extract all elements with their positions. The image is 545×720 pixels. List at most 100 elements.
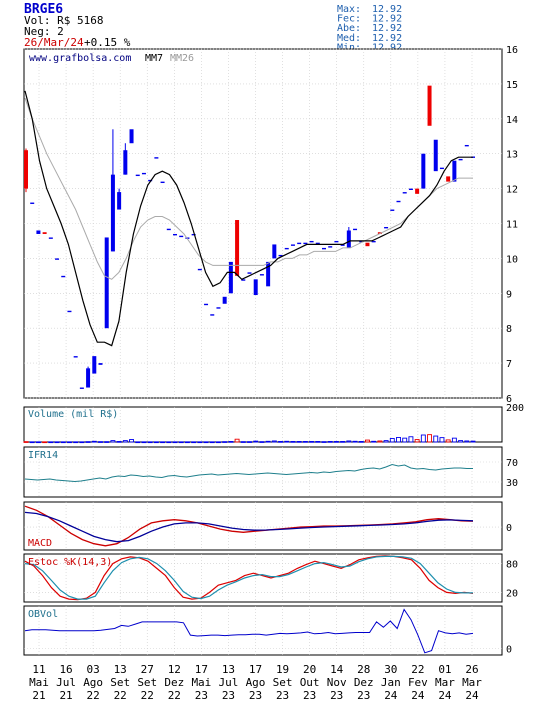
stat-value: 12.92 bbox=[372, 4, 402, 15]
volume-bar bbox=[309, 441, 315, 443]
x-tick-year: 22 bbox=[87, 689, 100, 702]
candle bbox=[439, 167, 444, 170]
price-tick-label: 8 bbox=[506, 324, 512, 335]
volume-bar bbox=[365, 439, 370, 443]
price-tick-label: 14 bbox=[506, 115, 518, 126]
candle bbox=[235, 220, 240, 276]
candle bbox=[123, 150, 128, 175]
x-tick-day: 03 bbox=[87, 663, 100, 676]
stat-label: Abe: bbox=[337, 23, 361, 34]
volume-bar bbox=[271, 440, 277, 443]
candle bbox=[98, 363, 103, 365]
obv-title: OBVol bbox=[28, 609, 58, 620]
volume-bar bbox=[470, 440, 476, 443]
volume-bar bbox=[35, 441, 41, 444]
x-tick-year: 22 bbox=[168, 689, 181, 702]
volume-bar bbox=[408, 436, 414, 443]
volume-bar bbox=[216, 441, 221, 444]
candle bbox=[315, 242, 320, 245]
candle bbox=[359, 240, 364, 243]
price-tick-label: 16 bbox=[506, 45, 518, 56]
x-tick-year: 23 bbox=[249, 689, 262, 702]
mm26-line bbox=[24, 97, 473, 280]
price-panel bbox=[23, 48, 503, 399]
mm7-line bbox=[24, 90, 473, 347]
volume-bar bbox=[67, 441, 72, 444]
x-tick-year: 21 bbox=[59, 689, 72, 702]
volume-bar bbox=[166, 441, 172, 444]
ticker-title: BRGE6 bbox=[24, 2, 63, 17]
candle bbox=[253, 279, 258, 296]
price-tick-label: 10 bbox=[506, 254, 518, 265]
candle bbox=[222, 296, 227, 304]
candle bbox=[141, 172, 146, 175]
volume-bar bbox=[427, 434, 432, 443]
x-tick-month: Jul bbox=[219, 676, 239, 689]
x-tick-year: 24 bbox=[384, 689, 398, 702]
x-tick-month: Mai bbox=[29, 676, 49, 689]
volume-bar bbox=[340, 441, 346, 443]
volume-bar bbox=[414, 439, 420, 443]
stoch-tick-label: 20 bbox=[506, 588, 518, 599]
volume-bar bbox=[23, 441, 29, 443]
stat-value: 12.92 bbox=[372, 23, 402, 34]
volume-bar bbox=[191, 441, 197, 444]
volume-bar bbox=[402, 437, 408, 443]
candle bbox=[421, 153, 426, 189]
x-tick-day: 14 bbox=[330, 663, 344, 676]
price-tick-label: 7 bbox=[506, 359, 512, 370]
volume-bar bbox=[346, 440, 352, 443]
x-tick-month: Fev bbox=[408, 676, 428, 689]
x-tick-year: 23 bbox=[357, 689, 370, 702]
candle bbox=[396, 200, 401, 203]
candle bbox=[464, 144, 469, 147]
volume-bar bbox=[79, 441, 85, 444]
volume-bar bbox=[284, 440, 290, 443]
candle bbox=[433, 139, 438, 172]
x-tick-day: 17 bbox=[195, 663, 208, 676]
ifr-tick-label: 70 bbox=[506, 458, 518, 469]
stoch-title: Estoc %K(14,3) bbox=[28, 557, 112, 568]
candle bbox=[179, 235, 184, 238]
volume-bar bbox=[451, 437, 457, 443]
ifr-title: IFR14 bbox=[28, 450, 58, 461]
candle bbox=[129, 129, 134, 144]
x-tick-month: Set bbox=[273, 676, 293, 689]
volume-bar bbox=[396, 437, 401, 443]
volume-bar bbox=[85, 441, 91, 443]
volume-bar bbox=[371, 440, 377, 443]
x-tick-day: 26 bbox=[465, 663, 478, 676]
ifr-tick-label: 30 bbox=[506, 478, 518, 489]
x-axis-labels: 11Mai2116Jul2103Ago2213Set2227Set2212Dez… bbox=[29, 663, 482, 702]
volume-bar bbox=[352, 440, 358, 443]
candle bbox=[30, 202, 35, 204]
volume-bar bbox=[278, 441, 283, 443]
x-tick-year: 21 bbox=[32, 689, 45, 702]
stat-value: 12.92 bbox=[372, 42, 402, 53]
x-tick-month: Dez bbox=[354, 676, 374, 689]
candle bbox=[191, 233, 196, 236]
volume-bar bbox=[73, 441, 79, 444]
candle bbox=[210, 314, 215, 316]
candle bbox=[340, 244, 345, 246]
candle bbox=[365, 242, 370, 247]
volume-bar bbox=[265, 440, 271, 443]
volume-bar bbox=[104, 441, 110, 443]
stat-value: 12.92 bbox=[372, 33, 402, 44]
x-tick-year: 24 bbox=[465, 689, 479, 702]
x-tick-month: Set bbox=[110, 676, 130, 689]
stoch-tick-label: 80 bbox=[506, 560, 518, 571]
candle bbox=[241, 279, 246, 281]
volume-bar bbox=[184, 441, 190, 444]
volume-bar bbox=[315, 441, 321, 443]
volume-bar bbox=[197, 441, 203, 444]
volume-bar bbox=[296, 441, 302, 443]
candle bbox=[402, 192, 407, 194]
candle bbox=[353, 228, 358, 231]
candle bbox=[284, 247, 289, 250]
volume-panel bbox=[23, 406, 503, 443]
x-tick-year: 23 bbox=[303, 689, 316, 702]
price-tick-label: 6 bbox=[506, 394, 512, 405]
volume-bar bbox=[29, 441, 35, 444]
stat-label: Med: bbox=[337, 33, 361, 44]
